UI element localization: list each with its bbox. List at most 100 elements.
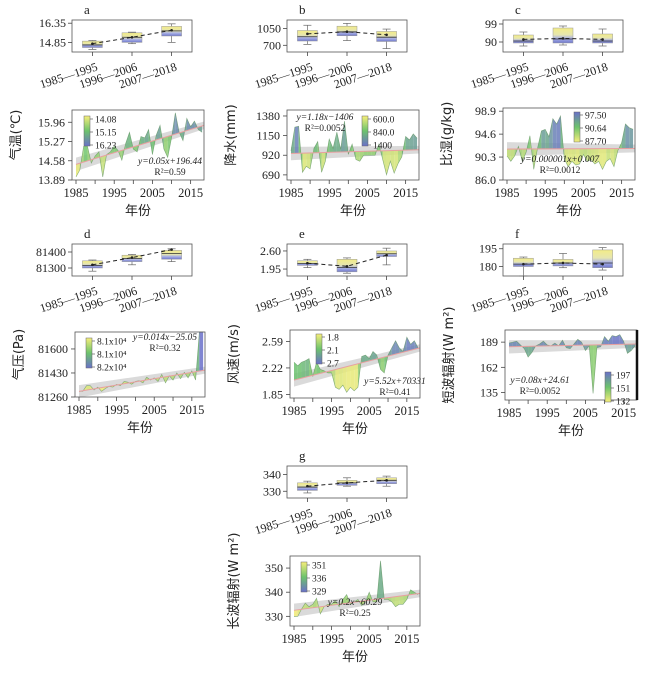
box-y-tick-label: 330 — [263, 484, 281, 498]
area-segment — [305, 358, 310, 378]
x-tick-label: 2015 — [611, 406, 636, 420]
mean-point — [170, 28, 173, 32]
colorbar: 197 151 132 — [604, 372, 631, 408]
r-squared: R²=0.0052 — [520, 387, 561, 397]
area-segment — [137, 136, 141, 152]
x-tick-label: 1985 — [282, 404, 307, 418]
area-segment — [125, 132, 130, 150]
mean-point — [130, 256, 134, 259]
panel-d: d81300814001985—19951996—20062007—2018气压… — [11, 226, 206, 436]
colorbar-tick-label: 97.50 — [585, 112, 607, 122]
colorbar-tick-label: 15.15 — [95, 129, 117, 139]
regression-line — [75, 124, 205, 165]
box-y-tick-label: 99 — [485, 17, 497, 31]
colorbar-tick-label: 87.70 — [585, 138, 607, 148]
mean-point — [522, 262, 525, 266]
regression-line — [506, 148, 636, 150]
mean-point — [130, 35, 134, 39]
y-tick-label: 189 — [480, 335, 498, 349]
mean-point — [306, 261, 309, 265]
mean-point — [561, 37, 565, 40]
regression-line — [293, 347, 421, 381]
y-tick-label: 81430 — [38, 366, 68, 380]
mean-point — [91, 42, 94, 45]
box-iqr — [513, 257, 534, 267]
area-segment — [388, 597, 392, 602]
r-squared: R²=0.25 — [339, 609, 370, 619]
mean-point — [385, 33, 388, 37]
area-segment — [321, 152, 326, 173]
area-segment — [516, 341, 521, 347]
y-tick-label: 14.58 — [38, 154, 65, 168]
plot-frame — [286, 109, 420, 181]
area-segment — [541, 129, 546, 149]
y-tick-label: 13.89 — [38, 173, 65, 187]
area-segment — [629, 127, 634, 149]
panel-e: e1.952.601985—19951996—20062007—2018风速(m… — [227, 226, 426, 437]
area-segment — [312, 598, 317, 608]
y-tick-label: 135 — [480, 386, 498, 400]
x-axis-label: 年份 — [558, 424, 584, 439]
area-segment — [510, 149, 515, 162]
area-segment — [339, 367, 343, 390]
colorbar-tick-label: 329 — [312, 588, 327, 598]
colorbar-tick-label: 132 — [616, 398, 631, 408]
y-axis-label: 降水(mm) — [224, 104, 239, 165]
regression-line — [290, 149, 420, 155]
x-tick-label: 2015 — [179, 403, 204, 417]
y-tick-label: 1150 — [256, 129, 280, 143]
area-segment — [598, 148, 603, 170]
r-squared: R²=0.32 — [149, 344, 180, 354]
area-segment — [579, 148, 584, 164]
panel-label: g — [299, 448, 306, 463]
series-line — [79, 331, 204, 392]
x-tick-label: 1985 — [495, 186, 520, 200]
box-y-tick-label: 1050 — [257, 22, 281, 36]
x-tick-label: 2015 — [178, 186, 203, 200]
mean-point — [385, 479, 388, 482]
mean-trend-line — [523, 37, 603, 40]
y-tick-label: 98.9 — [475, 104, 496, 118]
area-segment — [363, 151, 368, 156]
mean-point — [601, 38, 604, 41]
area-segment — [367, 151, 372, 156]
area-segment — [83, 146, 88, 163]
x-axis-label: 年份 — [340, 204, 366, 219]
x-tick-label: 1995 — [535, 406, 560, 420]
series-line — [508, 334, 636, 394]
area-segment — [391, 596, 396, 607]
area-segment — [406, 337, 411, 352]
area-segment — [152, 135, 157, 155]
regression-line — [508, 343, 638, 348]
area-segment — [577, 339, 582, 346]
area-segment — [391, 340, 396, 356]
x-tick-label: 2005 — [357, 632, 382, 646]
x-tick-label: 1985 — [279, 186, 304, 200]
colorbar-tick-label: 351 — [312, 562, 327, 572]
area-segment — [606, 148, 611, 162]
area-segment — [552, 118, 557, 149]
area-segment — [602, 148, 607, 170]
area-segment — [509, 342, 513, 347]
area-segment — [545, 129, 550, 149]
r-squared: R²=0.41 — [379, 388, 410, 398]
y-tick-label: 1380 — [256, 109, 280, 123]
colorbar-tick-label: 2.1 — [327, 347, 339, 357]
panel-label: a — [84, 2, 90, 17]
area-segment — [194, 121, 199, 130]
x-tick-label: 2015 — [393, 186, 418, 200]
area-segment — [528, 346, 532, 358]
x-tick-label: 1995 — [102, 186, 127, 200]
x-axis-label: 年份 — [127, 421, 153, 436]
box-y-tick-label: 90 — [485, 35, 497, 49]
area-segment — [95, 151, 99, 159]
area-segment — [140, 136, 145, 145]
x-tick-label: 1995 — [104, 403, 129, 417]
area-segment — [608, 335, 613, 345]
